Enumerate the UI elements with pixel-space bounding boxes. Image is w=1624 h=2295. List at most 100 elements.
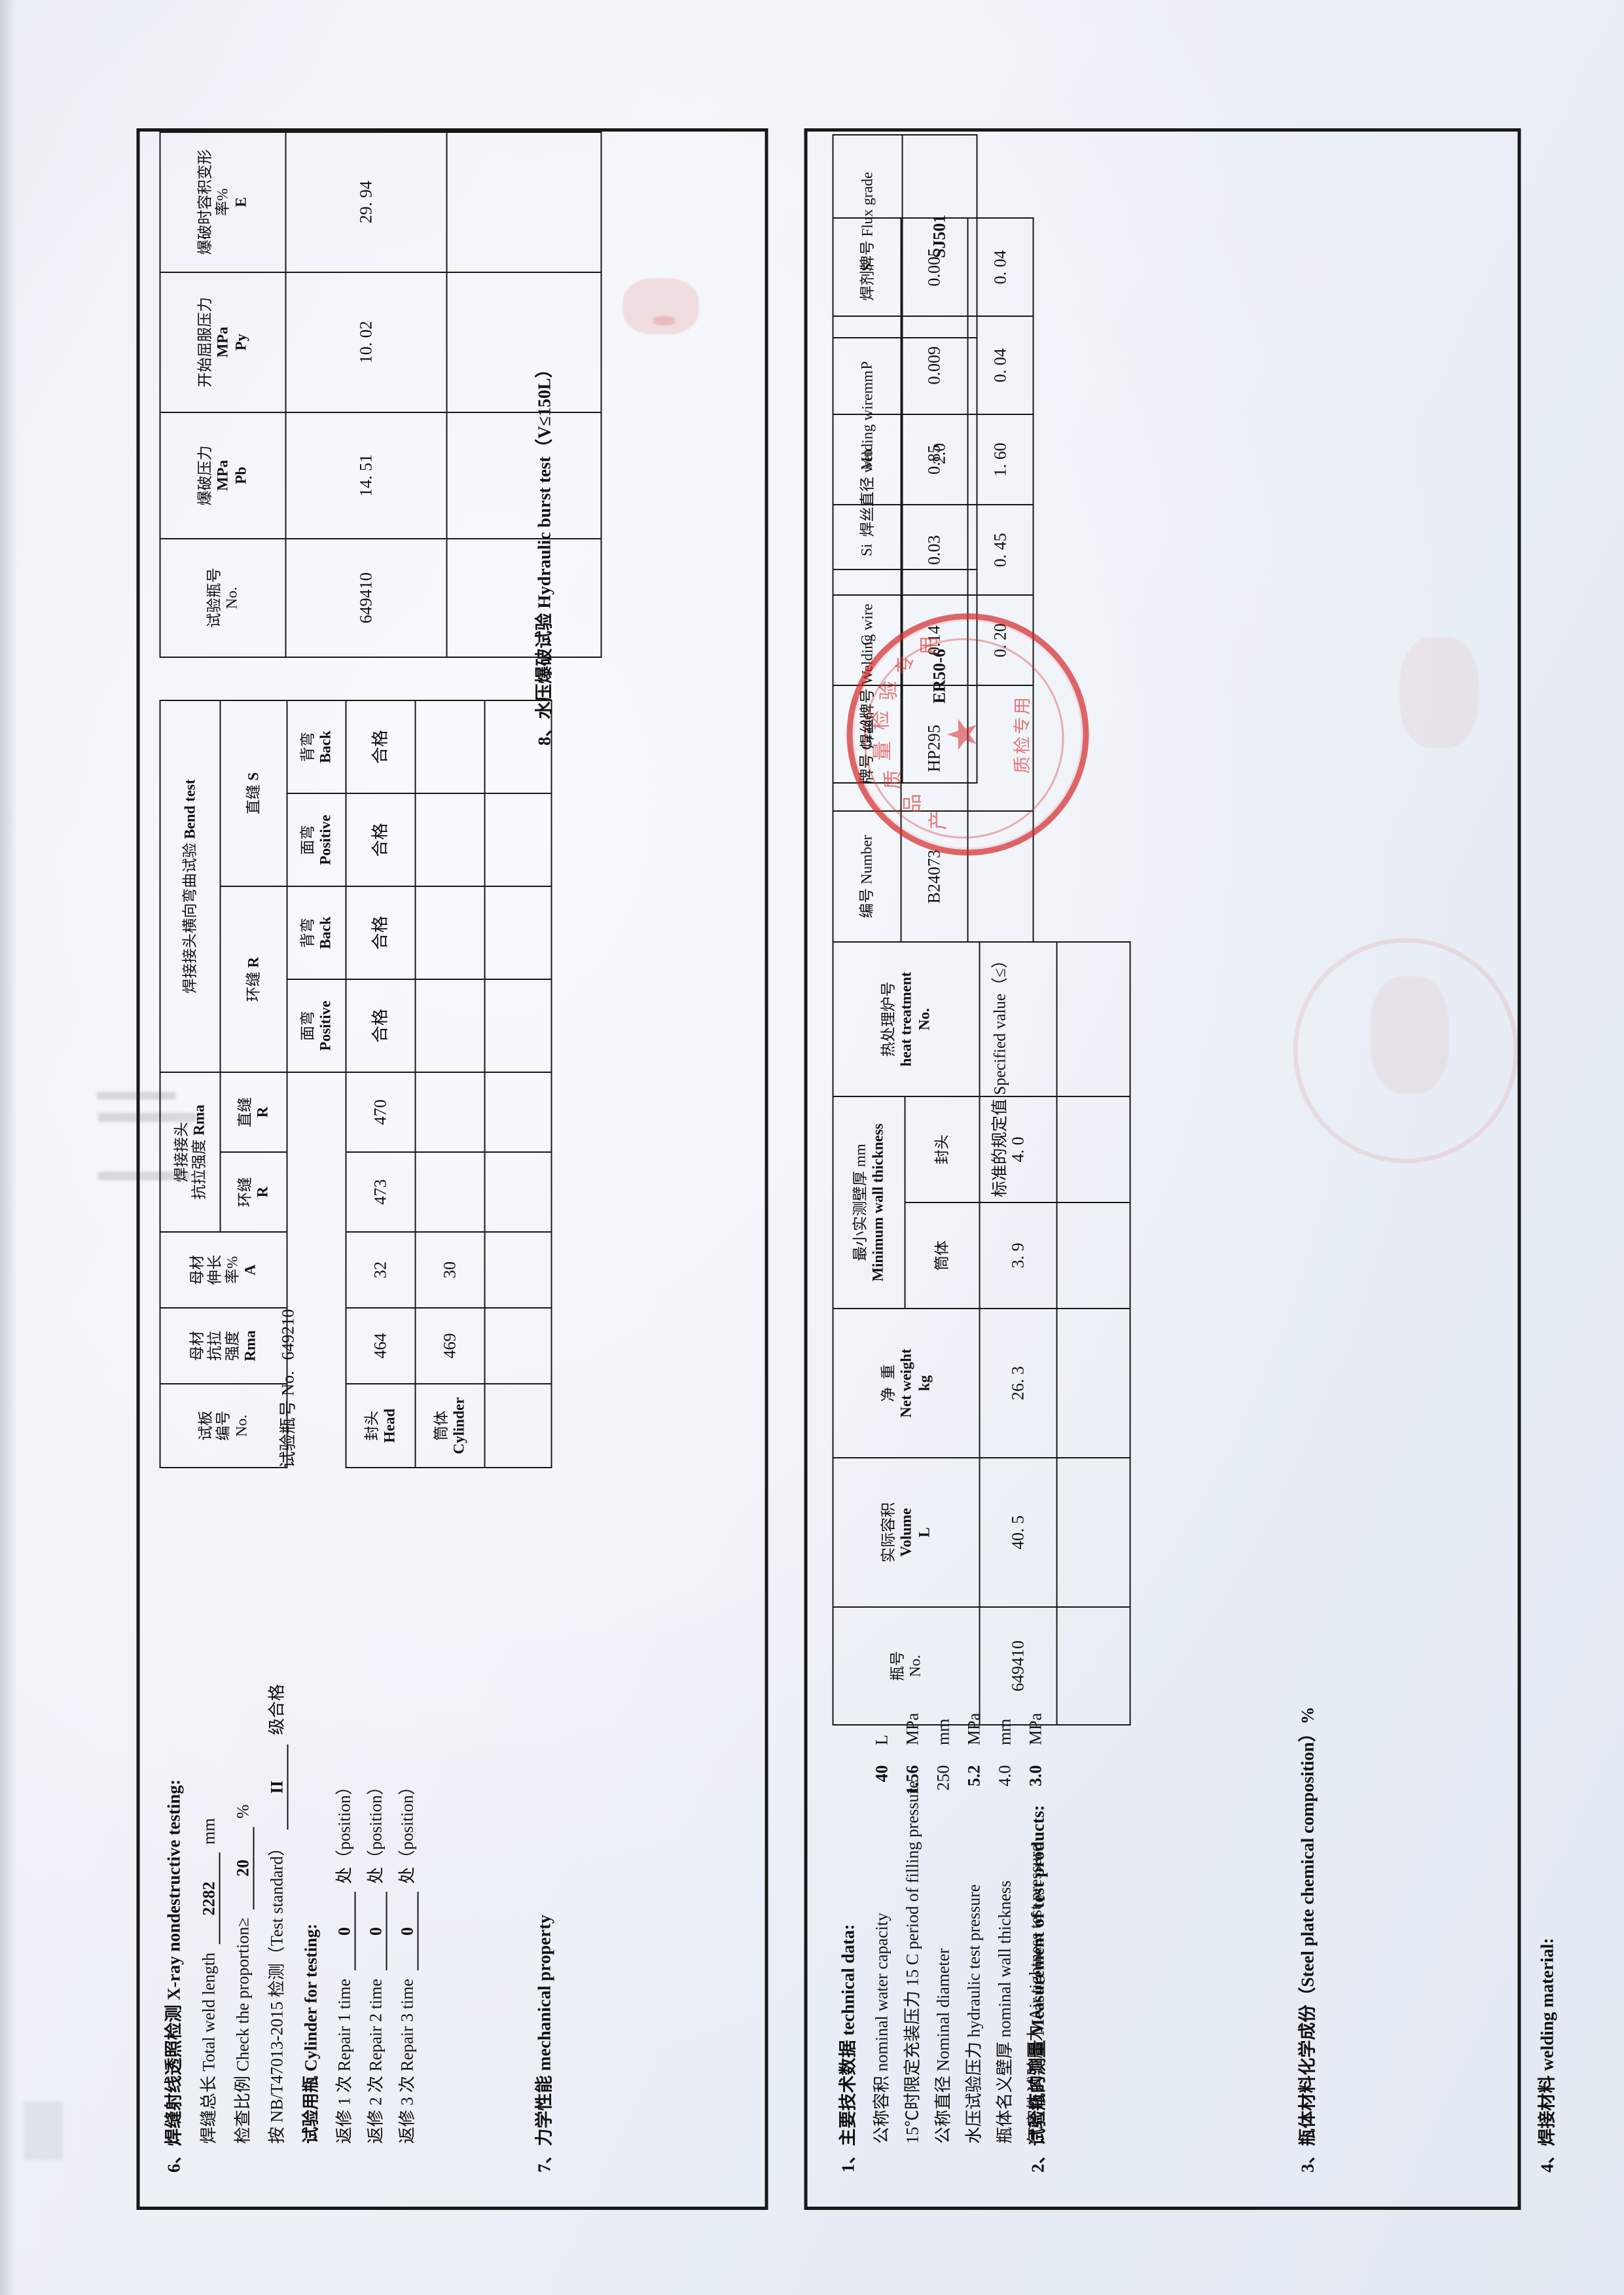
th-chem-number: 编号 Number bbox=[833, 811, 901, 943]
section8-number: 8、 bbox=[534, 719, 554, 746]
th-min-wall-cylinder: 筒体 bbox=[905, 1202, 979, 1309]
table-row bbox=[484, 700, 551, 1468]
meas-row2-cylinder bbox=[1056, 1202, 1130, 1309]
th-volume-deformation: 爆破时容积变形 率% E bbox=[160, 132, 285, 272]
meas-row1-volume: 40. 5 bbox=[979, 1458, 1056, 1607]
tech-row-2: 15℃时限定充装压力 15 C period of filling pressu… bbox=[899, 1689, 923, 2144]
tech-row-1: 公称容积 nominal water capacity 40 L bbox=[868, 1689, 892, 2144]
th-bend-group: 焊接接头横向弯曲试验 Bend test bbox=[160, 700, 220, 1072]
tech-row-4: 水压试验压力 hydraulic test pressure 5.2 MPa bbox=[960, 1689, 984, 2144]
proportion-unit: % bbox=[233, 1804, 252, 1819]
meas-row1-no: 649410 bbox=[979, 1607, 1056, 1725]
th-bend-ring: 环缝 R bbox=[220, 886, 287, 1072]
row1-base-elongation: 32 bbox=[346, 1232, 415, 1308]
th-flux-grade: 焊剂牌号 Flux grade bbox=[833, 135, 902, 338]
section6-block: 6、焊缝射线透照检测 X-ray nondestructive testing:… bbox=[159, 1684, 418, 2173]
row3-no bbox=[484, 1384, 551, 1468]
th-welding-wire: 焊丝牌号 Welding wire bbox=[833, 569, 902, 783]
row3-bend-ring-positive bbox=[484, 979, 551, 1072]
table-row bbox=[446, 132, 601, 657]
proportion-row: 检查比例 Check the proportion≥ 20 % bbox=[229, 1684, 254, 2144]
row3-joint-straight bbox=[484, 1072, 551, 1152]
welding-wire-diameter-value: 2.0 bbox=[902, 338, 977, 569]
burst-row1-deform: 29. 94 bbox=[285, 132, 446, 272]
row1-joint-straight: 470 bbox=[346, 1072, 415, 1152]
tech-row-5: 瓶体名义壁厚 nominal wall thickness 4.0 mm bbox=[991, 1689, 1015, 2144]
section6-title: 焊缝射线透照检测 X-ray nondestructive testing: bbox=[164, 1779, 183, 2146]
tech-label-3: 公称直径 Nominal diameter bbox=[933, 1948, 952, 2144]
section8-table-wrap: 试验瓶号 No. 爆破压力 MPa Pb 开始屈服压力 MPa Py 爆破时容积变形 率% E… bbox=[159, 132, 602, 658]
ink-residue bbox=[653, 316, 675, 325]
panel-lower: 1、主要技术数据 technical data: 公称容积 nominal wa… bbox=[804, 128, 1557, 2210]
section2-heading: 2、试验瓶的测量 Measurement of test products: bbox=[1023, 1805, 1049, 2173]
repair-row-2: 返修 2 次 Repair 2 time 0 处（position） bbox=[362, 1684, 387, 2144]
burst-row2-no bbox=[446, 538, 601, 657]
section1-number: 1、 bbox=[838, 2146, 857, 2173]
th-joint-tensile-group: 焊接接头 抗拉强度 Rma bbox=[160, 1072, 220, 1232]
th-actual-volume: 实际容积 Volume L bbox=[833, 1458, 979, 1607]
repair-row-3: 返修 3 次 Repair 3 time 0 处（position） bbox=[393, 1684, 418, 2144]
repair-3-suffix: 处（position） bbox=[397, 1778, 416, 1884]
table-row-header-1: 试板 编号 No. 母材 抗拉 强度 Rma 母材 伸长 率% A 焊接接头 抗拉强度 Rma 焊 bbox=[160, 700, 287, 1468]
repair-3-label: 返修 3 次 Repair 3 time bbox=[397, 1978, 416, 2144]
th-no: 试板 编号 No. bbox=[160, 1384, 287, 1468]
ink-residue bbox=[623, 278, 698, 334]
repair-row-1: 返修 1 次 Repair 1 time 0 处（position） bbox=[331, 1684, 355, 2144]
burst-row1-pressure: 14. 51 bbox=[285, 412, 446, 539]
tech-value-5: 4.0 bbox=[995, 1765, 1014, 1787]
standard-value: II bbox=[267, 1744, 288, 1830]
repair-3-value: 0 bbox=[397, 1892, 418, 1971]
meas-row2-heatno bbox=[1056, 942, 1130, 1096]
ink-residue bbox=[1399, 637, 1478, 748]
row2-joint-ring bbox=[415, 1152, 484, 1232]
th-bend-ring-positive: 面弯 Positive bbox=[287, 979, 346, 1072]
row1-joint-ring: 473 bbox=[346, 1152, 415, 1232]
tech-label-2: 15℃时限定充装压力 15 C period of filling pressu… bbox=[903, 1780, 922, 2144]
section3-heading: 3、瓶体材料化学成份（Steel plate chemical composit… bbox=[1293, 1707, 1318, 2173]
scan-smudge bbox=[98, 1113, 196, 1122]
official-red-seal-ghost bbox=[1293, 938, 1518, 1163]
row2-bend-ring-back bbox=[415, 886, 484, 979]
burst-row2-yield bbox=[446, 272, 601, 412]
row3-bend-straight-positive bbox=[484, 793, 551, 886]
hydraulic-burst-test-table: 试验瓶号 No. 爆破压力 MPa Pb 开始屈服压力 MPa Py 爆破时容积变形 率% E… bbox=[159, 132, 602, 658]
th-bend-ring-back: 背弯 Back bbox=[287, 886, 346, 979]
scan-smudge bbox=[24, 2101, 63, 2160]
repair-2-suffix: 处（position） bbox=[366, 1778, 385, 1884]
row1-bend-straight-back: 合格 bbox=[346, 700, 415, 793]
panel-upper: 6、焊缝射线透照检测 X-ray nondestructive testing:… bbox=[136, 128, 768, 2210]
row2-joint-straight bbox=[415, 1072, 484, 1152]
th-bottle-no: 瓶号 No. bbox=[833, 1607, 979, 1725]
section3-title: 瓶体材料化学成份（Steel plate chemical compositio… bbox=[1297, 1707, 1317, 2146]
section1-heading: 1、主要技术数据 technical data: bbox=[833, 1689, 859, 2173]
row1-no: 封头 Head bbox=[346, 1384, 415, 1468]
flux-grade-value: SJ501 bbox=[902, 135, 977, 338]
th-net-weight: 净 重 Net weight kg bbox=[833, 1309, 979, 1458]
repair-2-value: 0 bbox=[366, 1892, 387, 1971]
th-joint-straight: 直缝 R bbox=[220, 1072, 287, 1152]
section1-block: 1、主要技术数据 technical data: 公称容积 nominal wa… bbox=[833, 1689, 1046, 2173]
welding-wire-value: ER50-6 bbox=[902, 569, 977, 783]
row1-bend-straight-positive: 合格 bbox=[346, 793, 415, 886]
repair-1-value: 0 bbox=[334, 1892, 355, 1971]
table-row: 649410 14. 51 10. 02 29. 94 bbox=[285, 132, 446, 657]
meas-row2-weight bbox=[1056, 1309, 1130, 1458]
proportion-label: 检查比例 Check the proportion≥ bbox=[233, 1917, 252, 2144]
tech-label-1: 公称容积 nominal water capacity bbox=[872, 1912, 891, 2144]
tech-label-5: 瓶体名义壁厚 nominal wall thickness bbox=[995, 1880, 1014, 2144]
th-burst-pressure: 爆破压力 MPa Pb bbox=[160, 412, 285, 539]
tech-row-3: 公称直径 Nominal diameter 250 mm bbox=[929, 1689, 954, 2144]
section1-title: 主要技术数据 technical data: bbox=[838, 1924, 857, 2146]
total-weld-unit: mm bbox=[199, 1818, 218, 1845]
table-row bbox=[1056, 942, 1130, 1725]
scan-smudge bbox=[97, 1092, 175, 1100]
th-base-elongation: 母材 伸长 率% A bbox=[160, 1232, 287, 1308]
repair-1-suffix: 处（position） bbox=[334, 1778, 353, 1884]
meas-row1-cylinder: 3. 9 bbox=[979, 1202, 1056, 1309]
mechanical-property-table: 试板 编号 No. 母材 抗拉 强度 Rma 母材 伸长 率% A 焊接接头 抗拉强度 Rma 焊 bbox=[159, 700, 552, 1468]
chem-row2-number bbox=[967, 811, 1033, 943]
proportion-value: 20 bbox=[233, 1826, 254, 1909]
th-bend-straight-positive: 面弯 Positive bbox=[287, 793, 346, 886]
burst-row2-pressure bbox=[446, 412, 601, 539]
